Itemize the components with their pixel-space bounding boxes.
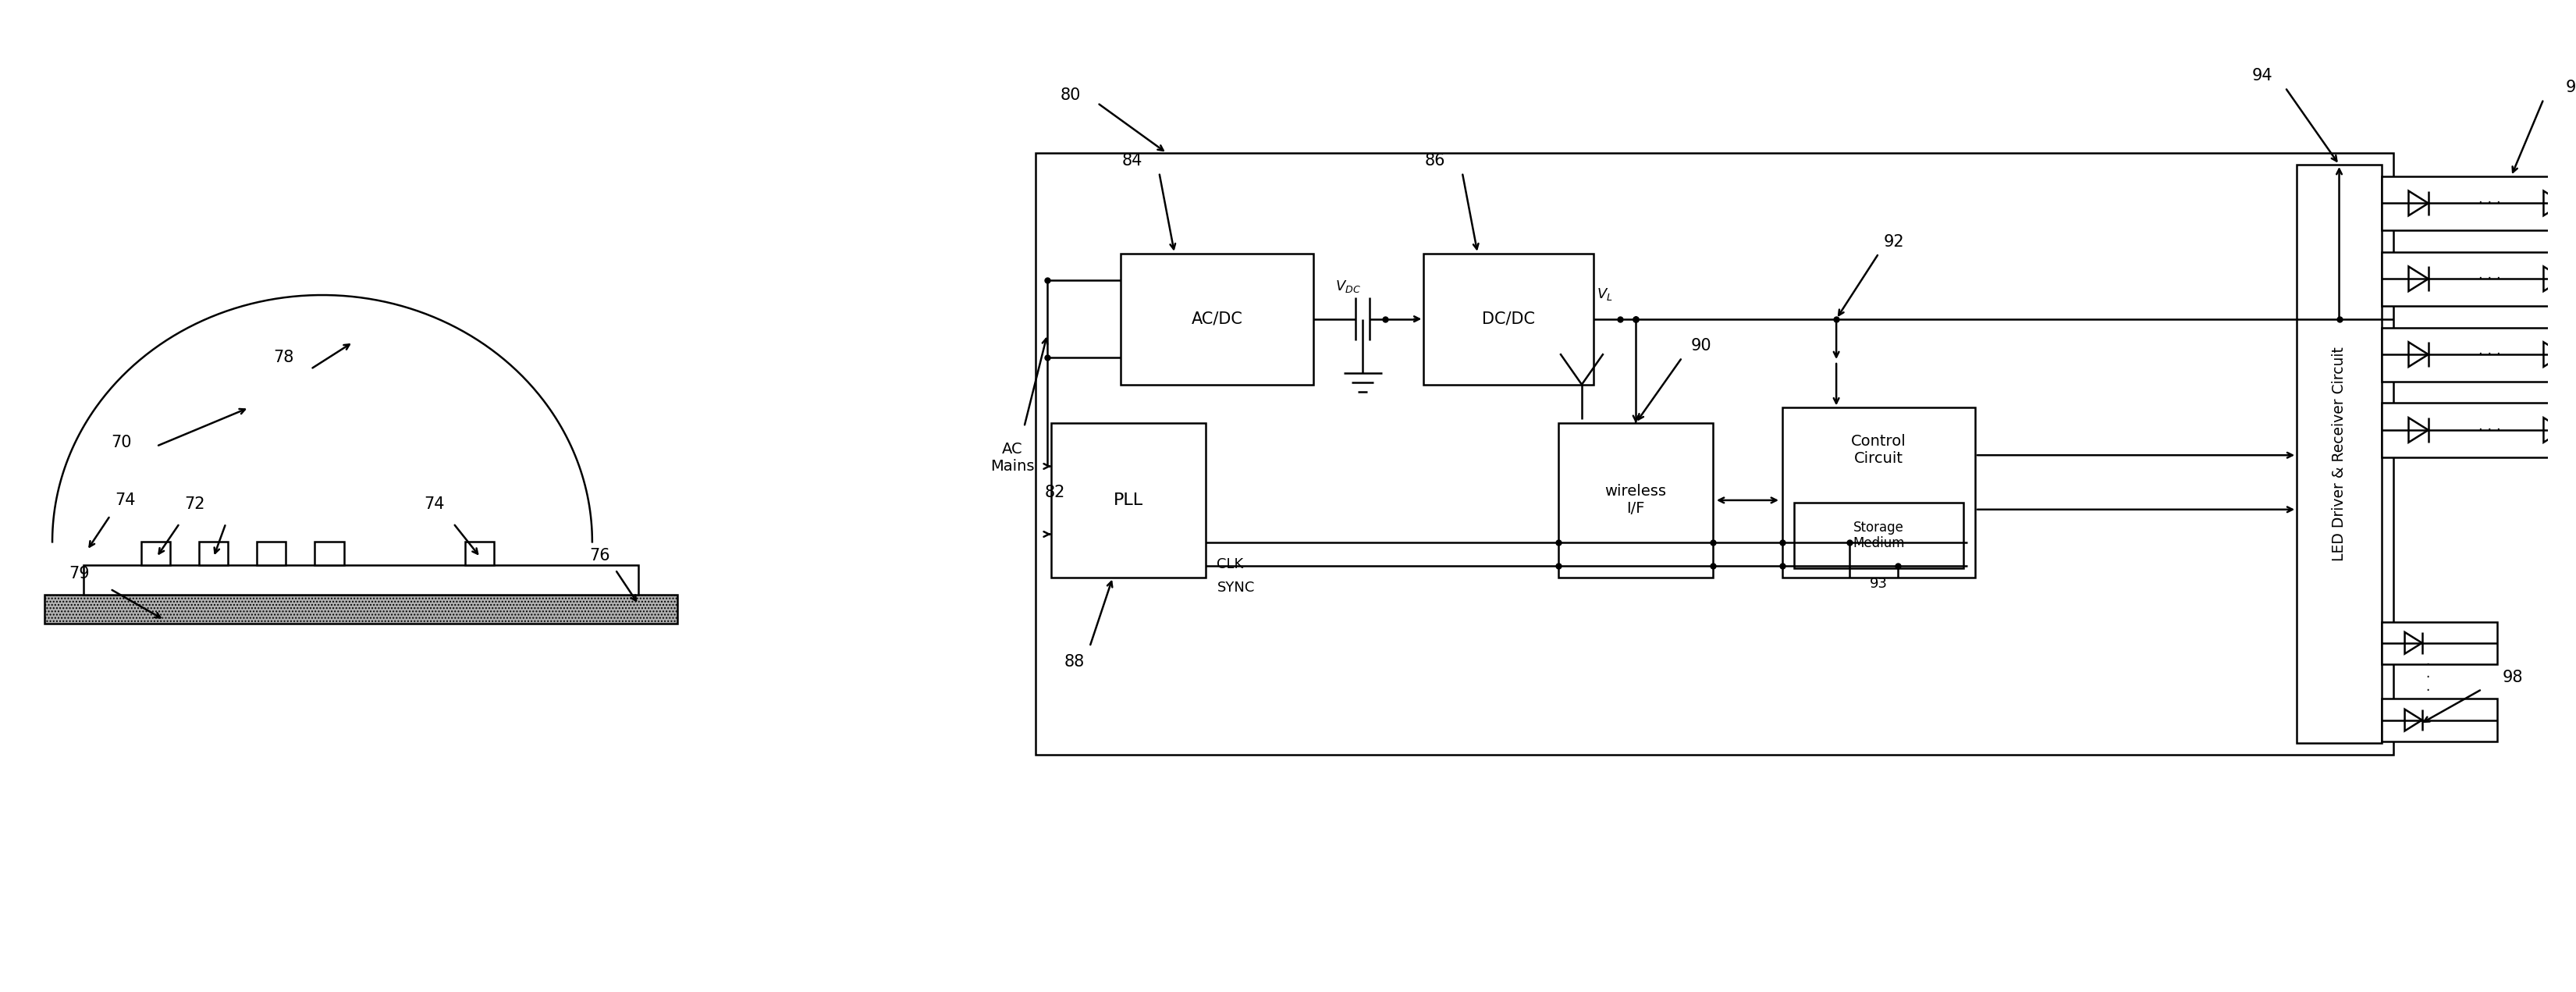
- Text: DC/DC: DC/DC: [1481, 311, 1535, 326]
- Text: 90: 90: [1690, 338, 1710, 354]
- Bar: [1036, 153, 2393, 755]
- Text: AC
Mains: AC Mains: [992, 441, 1036, 474]
- Bar: [2383, 327, 2576, 382]
- Bar: [2383, 403, 2576, 457]
- Bar: [2383, 252, 2576, 306]
- Polygon shape: [2406, 632, 2421, 654]
- Text: 92: 92: [1883, 234, 1904, 250]
- Bar: [464, 542, 495, 565]
- Polygon shape: [2543, 418, 2563, 442]
- Bar: [2383, 622, 2496, 665]
- Polygon shape: [2409, 190, 2429, 215]
- Text: Storage
Medium: Storage Medium: [1852, 520, 1904, 551]
- Text: SYNC: SYNC: [1216, 580, 1255, 594]
- Bar: [314, 542, 343, 565]
- Text: 78: 78: [273, 350, 294, 365]
- Text: 84: 84: [1121, 153, 1141, 169]
- Polygon shape: [2543, 190, 2563, 215]
- Bar: [142, 542, 170, 565]
- Bar: [1783, 408, 1976, 577]
- Bar: [2383, 699, 2496, 741]
- Polygon shape: [2409, 418, 2429, 442]
- Bar: [1793, 503, 1963, 568]
- Text: LED Driver & Receiver Circuit: LED Driver & Receiver Circuit: [2331, 346, 2347, 561]
- Text: 74: 74: [422, 496, 446, 512]
- Text: 93: 93: [1870, 576, 1888, 590]
- Bar: [2383, 177, 2576, 230]
- Text: 82: 82: [1046, 485, 1066, 500]
- Bar: [198, 542, 229, 565]
- Bar: [2298, 165, 2383, 743]
- Polygon shape: [2543, 342, 2563, 367]
- Text: · · ·: · · ·: [2478, 196, 2501, 210]
- Text: PLL: PLL: [1113, 492, 1144, 508]
- Text: $V_{DC}$: $V_{DC}$: [1334, 279, 1360, 295]
- Text: ·
·
·: · · ·: [2427, 658, 2429, 697]
- Bar: [1121, 253, 1314, 385]
- Text: 94: 94: [2251, 68, 2272, 83]
- Polygon shape: [2409, 342, 2429, 367]
- Text: 79: 79: [70, 565, 90, 581]
- Text: · · ·: · · ·: [2478, 423, 2501, 437]
- Bar: [44, 594, 677, 624]
- Text: wireless
I/F: wireless I/F: [1605, 484, 1667, 516]
- Bar: [1558, 424, 1713, 577]
- Bar: [1051, 424, 1206, 577]
- Text: 76: 76: [590, 548, 611, 563]
- Text: · · ·: · · ·: [2478, 272, 2501, 286]
- Polygon shape: [2409, 267, 2429, 292]
- Text: 98: 98: [2501, 670, 2522, 685]
- Bar: [1425, 253, 1595, 385]
- Text: 70: 70: [111, 434, 131, 450]
- Bar: [258, 542, 286, 565]
- Text: · · ·: · · ·: [2478, 347, 2501, 361]
- Text: 86: 86: [1425, 153, 1445, 169]
- Text: 74: 74: [116, 492, 137, 508]
- Text: 96: 96: [2566, 79, 2576, 95]
- Text: $V_L$: $V_L$: [1597, 287, 1613, 303]
- Text: CLK: CLK: [1216, 558, 1244, 571]
- Text: 88: 88: [1064, 655, 1084, 670]
- Polygon shape: [2543, 267, 2563, 292]
- Text: 80: 80: [1061, 87, 1082, 103]
- Text: 72: 72: [185, 496, 206, 512]
- Bar: [82, 565, 639, 594]
- Polygon shape: [2406, 709, 2421, 731]
- Text: Control
Circuit: Control Circuit: [1852, 434, 1906, 466]
- Text: AC/DC: AC/DC: [1190, 311, 1242, 326]
